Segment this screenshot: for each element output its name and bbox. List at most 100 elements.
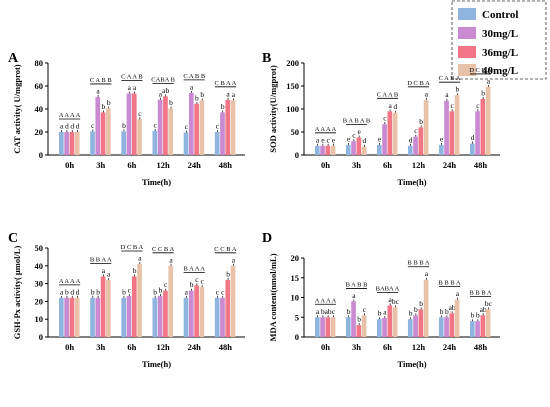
x-tick-label: 12h: [156, 342, 170, 352]
x-tick-label: 6h: [383, 342, 392, 352]
bar-significance-letter: a: [133, 83, 137, 92]
x-tick-label: 24h: [443, 342, 457, 352]
bar: [58, 297, 64, 337]
bar-significance-letter: c: [414, 126, 418, 135]
bar: [126, 93, 132, 155]
bar-significance-letter: b: [153, 287, 157, 296]
bar: [106, 108, 111, 155]
bar: [330, 145, 336, 155]
group-significance-letters: B A B B: [346, 281, 369, 288]
bar: [438, 144, 444, 155]
bar-significance-letter: c: [216, 122, 220, 131]
y-tick-label: 100: [286, 104, 299, 114]
bar: [413, 315, 418, 337]
bar: [392, 112, 398, 155]
bar: [188, 290, 194, 337]
bar: [356, 325, 362, 337]
bar: [387, 305, 393, 337]
y-tick-label: 80: [35, 58, 44, 68]
bar: [69, 297, 75, 337]
y-axis-label: MDA content(nmol/mL): [268, 253, 278, 341]
group-significance-letters: A A A A: [315, 297, 337, 304]
bar-significance-letter: e: [321, 135, 325, 144]
bar-significance-letter: b: [456, 85, 460, 94]
bar: [188, 92, 194, 155]
y-tick-label: 40: [35, 261, 44, 271]
x-tick-label: 3h: [352, 160, 361, 170]
bar-significance-letter: d: [70, 122, 74, 131]
x-tick-label: 6h: [127, 342, 136, 352]
bar: [382, 318, 387, 337]
y-tick-label: 15: [291, 273, 300, 283]
group-significance-letters: B B B A: [407, 260, 430, 267]
bar: [485, 309, 491, 337]
bar-significance-letter: c: [332, 307, 336, 316]
bar-significance-letter: a: [316, 135, 320, 144]
x-axis-label: Time(h): [397, 359, 426, 369]
x-tick-label: 48h: [474, 160, 488, 170]
bar-significance-letter: a: [425, 89, 429, 98]
bar-significance-letter: b: [378, 309, 382, 318]
legend-box: [451, 0, 547, 80]
bar-significance-letter: bc: [392, 297, 400, 306]
y-tick-label: 10: [291, 293, 300, 303]
y-tick-label: 200: [286, 58, 299, 68]
bar: [454, 299, 460, 337]
group-significance-letters: D C B A: [469, 67, 492, 74]
bar-significance-letter: a: [487, 76, 491, 85]
bar-significance-letter: e: [378, 134, 382, 143]
x-tick-label: 6h: [127, 160, 136, 170]
bar-significance-letter: c: [383, 114, 387, 123]
bar: [392, 307, 398, 337]
bar-significance-letter: d: [471, 133, 475, 142]
bar-significance-letter: d: [76, 122, 80, 131]
y-tick-label: 150: [286, 81, 299, 91]
bar-significance-letter: a: [102, 266, 106, 275]
bar-significance-letter: e: [347, 134, 351, 143]
x-tick-label: 3h: [352, 342, 361, 352]
bar-significance-letter: b: [169, 98, 173, 107]
group-significance-letters: C B A A: [214, 80, 236, 87]
bar-significance-letter: b: [159, 286, 163, 295]
y-axis-label: CAT activity( U/mgprot): [12, 64, 22, 153]
x-tick-label: 48h: [219, 160, 233, 170]
bar: [194, 103, 199, 155]
bar: [168, 108, 174, 155]
bar: [361, 315, 367, 337]
bar: [423, 279, 429, 337]
y-tick-label: 10: [35, 314, 44, 324]
bar: [64, 297, 69, 337]
bar: [137, 119, 142, 155]
y-tick-label: 50: [291, 127, 300, 137]
group-significance-letters: C A B A: [439, 75, 461, 82]
bar-significance-letter: a: [107, 270, 111, 279]
bar-significance-letter: a: [169, 255, 173, 264]
bar-significance-letter: c: [326, 135, 330, 144]
bar: [95, 96, 101, 155]
x-tick-label: 12h: [156, 160, 170, 170]
bar-significance-letter: e: [357, 127, 361, 136]
bar-significance-letter: c: [138, 109, 142, 118]
bar: [157, 296, 163, 337]
x-axis-label: Time(h): [142, 359, 171, 369]
bar-significance-letter: b: [226, 270, 230, 279]
x-tick-label: 24h: [188, 160, 202, 170]
bar: [330, 317, 336, 337]
bar-significance-letter: c: [363, 305, 367, 314]
x-tick-label: 0h: [321, 342, 330, 352]
bar-significance-letter: d: [76, 287, 80, 296]
group-significance-letters: B A B A B: [343, 118, 371, 125]
bar: [387, 111, 393, 155]
bar: [413, 136, 418, 155]
group-significance-letters: D C B A: [407, 80, 430, 87]
bar-significance-letter: c: [352, 131, 356, 140]
bar: [69, 132, 75, 155]
bar-significance-letter: b: [200, 90, 204, 99]
bar-significance-letter: b: [195, 93, 199, 102]
bar-significance-letter: a: [388, 101, 392, 110]
bar: [345, 317, 351, 337]
y-axis-label: SOD activity(U/mgprot): [268, 65, 278, 153]
bar-significance-letter: e: [440, 134, 444, 143]
bar-significance-letter: b: [357, 315, 361, 324]
bar: [407, 319, 413, 337]
